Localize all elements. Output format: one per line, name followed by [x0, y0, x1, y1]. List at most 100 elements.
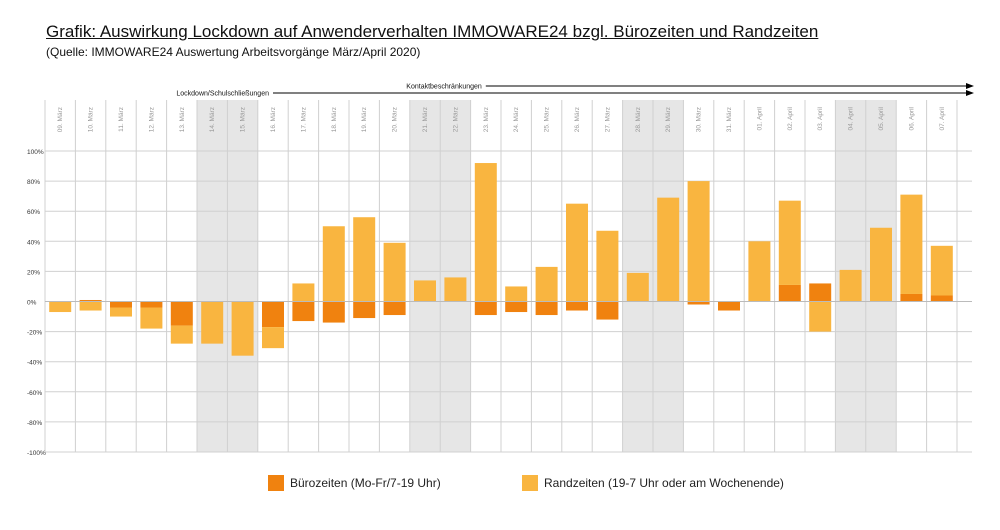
x-tick-label: 24. März [513, 107, 520, 132]
bar-buero [535, 301, 558, 316]
bar-rand [657, 197, 680, 302]
annotation-label: Lockdown/Schulschließungen [176, 91, 269, 98]
y-tick-label: -60% [27, 390, 42, 397]
bar-rand [809, 301, 832, 332]
x-tick-label: 29. März [665, 107, 672, 132]
y-tick-label: 60% [27, 209, 40, 216]
bar-rand [626, 272, 649, 302]
x-tick-label: 04. April [848, 106, 855, 130]
y-tick-label: -80% [27, 420, 42, 427]
bar-rand [930, 245, 953, 296]
x-tick-label: 16. März [270, 107, 277, 132]
bar-buero [718, 301, 740, 311]
x-tick-label: 07. April [939, 106, 946, 130]
bar-buero [383, 301, 406, 316]
x-tick-label: 31. März [726, 107, 733, 132]
chart-title: Grafik: Auswirkung Lockdown auf Anwender… [46, 22, 819, 41]
weekend-shade [409, 100, 441, 452]
x-tick-label: 09. März [57, 107, 64, 132]
bar-rand [596, 230, 619, 302]
bar-rand [140, 307, 163, 329]
bar-rand [474, 163, 497, 302]
bar-buero [474, 301, 497, 316]
x-tick-label: 17. März [300, 107, 307, 132]
bar-rand [262, 327, 284, 349]
bar-buero [140, 301, 163, 308]
y-tick-label: 20% [27, 269, 40, 276]
bar-buero [687, 301, 710, 305]
bar-buero [110, 301, 132, 308]
y-tick-label: 100% [27, 149, 44, 156]
y-tick-label: -20% [27, 330, 42, 337]
bar-rand [79, 301, 102, 311]
bar-buero [262, 301, 284, 328]
annotation-label: Kontaktbeschränkungen [406, 84, 482, 91]
weekend-shade [197, 100, 228, 452]
x-tick-label: 02. April [787, 106, 794, 130]
bar-buero [930, 295, 953, 302]
bar-rand [778, 200, 801, 285]
x-tick-label: 23. März [483, 107, 490, 132]
bar-rand [292, 283, 315, 302]
x-tick-label: 30. März [696, 107, 703, 132]
x-tick-label: 22. März [452, 107, 459, 132]
bar-buero [596, 301, 619, 320]
bar-rand [444, 277, 467, 302]
bar-rand [201, 301, 224, 344]
bar-rand [170, 325, 193, 344]
legend-item-rand: Randzeiten (19-7 Uhr oder am Wochenende) [522, 475, 784, 491]
bar-rand [383, 242, 406, 302]
x-tick-label: 26. März [574, 107, 581, 132]
x-tick-label: 05. April [878, 106, 885, 130]
bar-rand [687, 181, 710, 302]
bar-rand [231, 301, 254, 356]
y-tick-label: 40% [27, 239, 40, 246]
x-tick-label: 12. März [148, 107, 155, 132]
bar-buero [353, 301, 376, 319]
bar-rand [110, 307, 132, 317]
x-tick-label: 28. März [635, 107, 642, 132]
x-tick-label: 15. März [240, 107, 247, 132]
weekend-shade [227, 100, 258, 452]
bar-buero [566, 301, 588, 311]
bar-rand [900, 194, 923, 294]
bar-rand [49, 301, 72, 313]
weekend-shade [440, 100, 471, 452]
y-tick-label: -40% [27, 360, 42, 367]
bar-rand [505, 286, 528, 302]
bar-buero [292, 301, 315, 322]
bar-buero [170, 301, 193, 326]
x-tick-label: 01. April [756, 106, 763, 130]
x-tick-label: 19. März [361, 107, 368, 132]
legend-swatch-buero [268, 475, 284, 491]
y-tick-label: -100% [27, 450, 46, 457]
bar-buero [79, 299, 102, 302]
x-tick-label: 11. März [118, 107, 125, 132]
y-tick-label: 80% [27, 179, 40, 186]
bar-rand [322, 226, 345, 302]
legend-swatch-rand [522, 475, 538, 491]
bar-buero [900, 293, 923, 302]
x-tick-label: 06. April [908, 106, 915, 130]
x-tick-label: 03. April [817, 106, 824, 130]
bar-buero [505, 301, 528, 313]
y-tick-label: 0% [27, 300, 37, 307]
x-tick-label: 21. März [422, 107, 429, 132]
x-tick-label: 13. März [179, 107, 186, 132]
bar-rand [870, 227, 892, 302]
bar-rand [748, 241, 771, 302]
bar-rand [414, 280, 436, 302]
annotation-arrowhead [966, 90, 974, 96]
x-tick-label: 25. März [544, 107, 551, 132]
bar-buero [778, 284, 801, 302]
bar-rand [566, 203, 588, 302]
x-tick-label: 27. März [604, 107, 611, 132]
x-tick-label: 10. März [88, 107, 95, 132]
legend-label-buero: Bürozeiten (Mo-Fr/7-19 Uhr) [290, 476, 441, 490]
bar-rand [839, 269, 862, 302]
bar-rand [535, 266, 558, 302]
chart-subtitle: (Quelle: IMMOWARE24 Auswertung Arbeitsvo… [46, 45, 421, 59]
bar-buero [322, 301, 345, 323]
legend-item-buero: Bürozeiten (Mo-Fr/7-19 Uhr) [268, 475, 441, 491]
